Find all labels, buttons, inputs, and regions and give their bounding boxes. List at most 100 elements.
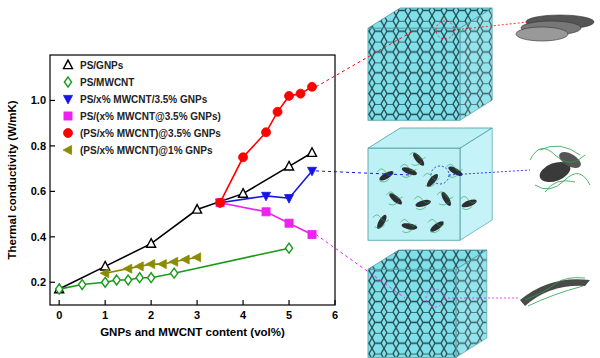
data-point xyxy=(285,195,294,204)
zoom-circle xyxy=(436,21,454,39)
connector xyxy=(316,30,415,87)
legend-label: PS/(x% MWCNT@3.5% GNPs) xyxy=(80,111,221,122)
cnt-strand xyxy=(410,152,426,165)
cube-side xyxy=(460,8,492,120)
x-tick xyxy=(59,300,60,305)
legend-marker xyxy=(63,146,72,155)
data-point xyxy=(56,284,63,294)
x-axis-label: GNPs and MWCNT content (vol%) xyxy=(100,326,285,338)
cnt-strand xyxy=(387,192,403,205)
data-point xyxy=(148,273,155,283)
data-point xyxy=(262,128,271,137)
cnt-strand xyxy=(400,219,416,232)
gnp-flake xyxy=(447,165,464,178)
connector xyxy=(316,171,410,175)
x-tick-label: 6 xyxy=(332,309,338,321)
cnt-strand xyxy=(377,169,393,182)
icons xyxy=(516,15,594,306)
data-point xyxy=(158,260,167,269)
cnt-strand xyxy=(414,196,430,209)
cube xyxy=(368,250,487,357)
cube-front xyxy=(368,269,456,357)
y-tick-label: 0.4 xyxy=(31,231,47,243)
cnt-strand xyxy=(460,196,476,209)
connector xyxy=(454,22,528,30)
legend: PS/GNPsPS/MWCNTPS/x% MWCNT/3.5% GNPsPS/(… xyxy=(63,60,221,156)
data-point xyxy=(216,199,225,208)
cube-front xyxy=(368,148,460,240)
data-point xyxy=(308,82,317,91)
plot-frame xyxy=(50,55,335,305)
cnt-icon xyxy=(530,146,590,192)
y-tick-label: 0.6 xyxy=(31,185,46,197)
cube xyxy=(368,8,492,120)
legend-marker xyxy=(64,77,71,87)
legend-label: PS/GNPs xyxy=(80,60,124,71)
data-point xyxy=(79,280,86,290)
cube-side xyxy=(456,250,487,357)
gnp-flake xyxy=(429,219,446,233)
gnp-flake xyxy=(461,198,478,209)
cnt-strand xyxy=(437,192,453,205)
series-line xyxy=(59,153,312,289)
y-axis-label: Thermal conductivity (W/mK) xyxy=(6,100,18,259)
connector xyxy=(316,235,405,298)
y-tick-label: 1.0 xyxy=(31,94,46,106)
data-point xyxy=(135,262,144,271)
x-tick-label: 0 xyxy=(56,309,62,321)
data-point xyxy=(308,167,317,176)
figure: 01234560.20.40.60.81.0GNPs and MWCNT con… xyxy=(0,0,600,358)
data-point xyxy=(239,189,248,198)
data-point xyxy=(262,192,271,201)
data-point xyxy=(308,230,316,238)
data-point xyxy=(169,257,178,266)
x-tick-label: 5 xyxy=(286,309,292,321)
legend-marker xyxy=(64,60,73,69)
y-tick xyxy=(50,236,55,237)
cube-front xyxy=(368,28,460,120)
gnp-flake xyxy=(401,166,418,177)
data-point xyxy=(216,199,224,207)
y-tick xyxy=(50,145,55,146)
legend-label: PS/x% MWCNT/3.5% GNPs xyxy=(80,94,208,105)
y-tick-label: 0.2 xyxy=(31,276,46,288)
x-tick xyxy=(242,300,243,305)
legend-label: (PS/x% MWCNT)@3.5% GNPs xyxy=(80,128,221,139)
plot-area xyxy=(55,82,317,294)
data-point xyxy=(273,107,282,116)
x-tick-label: 2 xyxy=(148,309,154,321)
x-tick-label: 1 xyxy=(102,309,108,321)
data-point xyxy=(216,198,225,207)
gnp-flake xyxy=(388,191,404,206)
data-point xyxy=(147,239,156,248)
data-point xyxy=(125,275,132,285)
data-point xyxy=(262,208,270,216)
data-point xyxy=(239,153,248,162)
series-line xyxy=(220,87,312,203)
cnt-strand xyxy=(373,215,389,228)
data-point xyxy=(181,255,190,264)
data-point xyxy=(113,275,120,285)
y-tick xyxy=(50,100,55,101)
data-point xyxy=(285,161,294,170)
data-point xyxy=(136,273,143,283)
legend-marker xyxy=(64,112,72,120)
data-point xyxy=(146,260,155,269)
data-point xyxy=(285,219,293,227)
series-line xyxy=(59,248,289,289)
legend-marker xyxy=(64,129,73,138)
data-point xyxy=(193,205,202,214)
gnp-flake xyxy=(378,169,395,182)
data-point xyxy=(102,277,109,287)
y-tick xyxy=(50,191,55,192)
zoom-circle xyxy=(426,289,444,307)
legend-marker xyxy=(64,95,73,104)
data-point xyxy=(285,243,292,253)
x-tick xyxy=(288,300,289,305)
data-point xyxy=(192,253,201,262)
cube-side xyxy=(460,128,492,240)
data-point xyxy=(308,148,317,157)
data-point xyxy=(285,91,294,100)
x-tick xyxy=(334,300,335,305)
connector xyxy=(449,170,530,175)
